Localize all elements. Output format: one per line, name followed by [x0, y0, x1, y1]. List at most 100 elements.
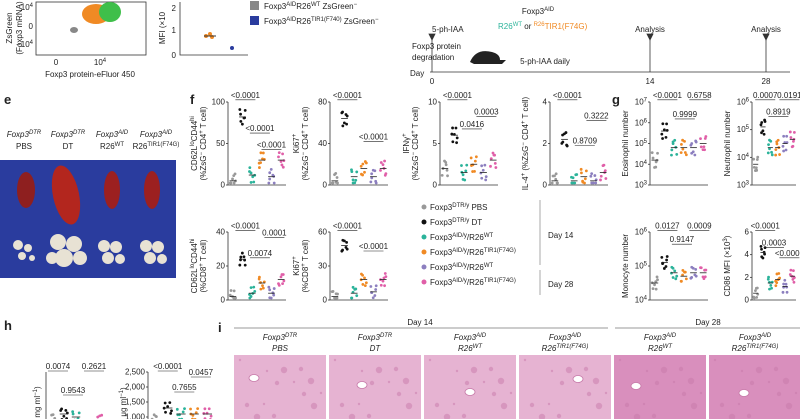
data-dot — [694, 139, 698, 143]
text-segment: T cell) — [301, 239, 310, 263]
photo-label: PBS — [16, 142, 32, 151]
data-dot — [654, 160, 658, 164]
data-dot — [369, 180, 373, 184]
tissue-texture — [713, 358, 717, 362]
text-segment: R26 — [133, 142, 148, 151]
y-tick-label: 5 — [433, 139, 438, 148]
data-dot — [248, 166, 252, 170]
text-segment: MFI (×10 — [158, 11, 167, 44]
timeline-label: Day — [410, 69, 424, 78]
data-dot — [775, 142, 779, 146]
data-dot — [469, 156, 473, 160]
data-dot — [60, 407, 64, 411]
data-dot — [465, 163, 469, 167]
text-segment: R26 — [296, 2, 311, 11]
y-tick-label: 1 — [172, 26, 177, 35]
data-dot — [446, 174, 449, 178]
data-dot — [699, 266, 703, 270]
p-value: 0.7655 — [172, 383, 197, 392]
data-dot — [579, 167, 583, 171]
y-tick-label: 0 — [543, 181, 548, 190]
text-segment: 10 — [737, 181, 746, 190]
tissue-texture — [782, 377, 790, 385]
text-segment: Foxp3 — [522, 7, 545, 16]
p-value: 0.0074 — [248, 249, 273, 258]
timeline-label: 5-ph-IAA — [432, 25, 464, 34]
data-dot — [374, 179, 378, 183]
tissue-texture — [396, 391, 402, 397]
data-dot — [684, 153, 688, 157]
y-axis-label: (%CD8+ T cell) — [301, 239, 310, 292]
tissue-texture — [746, 413, 752, 419]
data-dot — [775, 272, 779, 276]
data-dot — [691, 150, 695, 154]
data-dot — [239, 119, 243, 123]
data-dot — [480, 164, 484, 168]
data-dot — [473, 159, 477, 163]
data-dot — [361, 173, 364, 177]
data-dot — [792, 276, 796, 280]
data-dot — [670, 265, 674, 269]
timeline-label: Foxp3AID — [522, 7, 555, 16]
data-dot — [258, 275, 261, 279]
plot-axis — [45, 372, 47, 419]
y-tick-label: 2 — [543, 139, 548, 148]
data-dot — [683, 151, 687, 154]
legend-entry: Foxp3AIDR26TIR1(F740) ZsGreen− — [264, 17, 379, 26]
data-dot — [272, 293, 276, 297]
text-segment: Foxp3 — [264, 17, 287, 26]
timeline-label: Foxp3 protein — [412, 42, 461, 51]
data-dot — [364, 281, 368, 285]
data-dot — [238, 263, 242, 267]
data-dot — [565, 144, 569, 148]
p-value: 0.0003 — [762, 239, 787, 248]
data-dot — [656, 278, 659, 282]
x-tick-label: 104 — [94, 58, 107, 67]
legend-entry: Foxp3AID/y/R26WT — [430, 233, 493, 242]
text-segment: IFNγ — [402, 137, 411, 154]
legend-swatch — [250, 16, 259, 25]
y-tick-label: 105 — [635, 139, 648, 148]
legend-marker — [421, 204, 427, 210]
text-segment: CD86 MFI (×10 — [723, 241, 732, 296]
p-value: <0.0001 — [231, 222, 261, 231]
histology-label: R26WT — [458, 344, 483, 353]
text-segment: /R26 — [467, 248, 484, 257]
data-dot — [261, 286, 265, 290]
p-value: 0.2621 — [82, 362, 107, 371]
data-dot — [64, 408, 68, 412]
y-tick-label: 2,500 — [125, 368, 146, 377]
text-segment: T cell) — [199, 106, 208, 130]
data-dot — [662, 267, 666, 270]
tissue-texture — [244, 402, 250, 408]
tissue-texture — [375, 366, 383, 374]
data-dot — [782, 282, 786, 286]
data-dot — [272, 287, 276, 290]
text-segment: CD4 — [199, 133, 208, 152]
data-dot — [267, 285, 271, 289]
tissue-texture — [690, 402, 698, 410]
tissue-texture — [301, 391, 307, 397]
histology-label: R26TIR1(F74G) — [542, 344, 589, 353]
data-dot — [665, 255, 669, 258]
y-axis-label: MFI (×10 — [158, 11, 167, 44]
tissue-texture — [405, 402, 413, 410]
p-value: 0.9543 — [61, 386, 86, 395]
text-segment: (%ZsG — [199, 156, 208, 181]
data-dot — [239, 255, 243, 259]
photo-label: Foxp3DTR — [7, 130, 42, 139]
data-dot — [345, 240, 348, 244]
histology-label: R26WT — [648, 344, 673, 353]
tissue-texture — [740, 369, 744, 373]
text-segment: Foxp3 — [430, 263, 453, 272]
text-segment: + — [292, 256, 298, 260]
data-dot — [268, 288, 272, 292]
data-dot — [164, 410, 167, 414]
tissue-texture — [767, 380, 771, 384]
data-dot — [259, 161, 262, 165]
y-axis-label: CD86 MFI (×103) — [723, 235, 732, 296]
data-dot — [269, 167, 273, 171]
data-dot — [351, 178, 355, 182]
data-dot — [259, 281, 262, 284]
